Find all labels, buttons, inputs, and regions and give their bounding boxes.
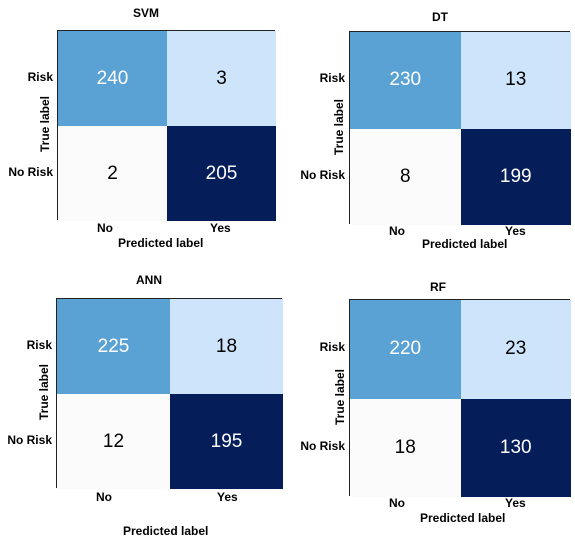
y-axis-label-svm: True label: [38, 95, 52, 153]
cell-ann-r0-c1: 18: [170, 299, 283, 394]
row-label-svm-0: Risk: [27, 69, 53, 84]
cell-dt-r1-c1: 199: [460, 128, 571, 225]
col-label-rf-1: Yes: [505, 496, 526, 510]
chart-title-ann: ANN: [136, 273, 162, 287]
x-axis-label-rf: Predicted label: [420, 511, 506, 525]
x-axis-label-svm: Predicted label: [118, 236, 204, 250]
x-axis-label-dt: Predicted label: [422, 237, 508, 251]
col-label-rf-0: No: [389, 496, 405, 510]
row-label-rf-1: No Risk: [300, 438, 345, 453]
chart-title-svm: SVM: [132, 6, 159, 20]
cell-rf-r1-c1: 130: [460, 398, 571, 497]
col-label-dt-0: No: [389, 224, 405, 238]
chart-title-rf: RF: [430, 280, 446, 294]
cell-ann-r1-c0: 12: [57, 394, 170, 489]
col-label-svm-0: No: [97, 221, 113, 235]
col-label-dt-1: Yes: [505, 224, 526, 238]
col-label-ann-0: No: [96, 490, 112, 504]
cell-ann-r0-c0: 225: [57, 299, 170, 394]
cell-svm-r0-c1: 3: [167, 31, 276, 126]
row-label-rf-0: Risk: [319, 340, 345, 355]
y-axis-label-ann: True label: [37, 363, 51, 421]
cell-rf-r0-c1: 23: [460, 300, 571, 399]
confusion-matrix-svm: 240 3 2 205: [57, 30, 276, 221]
y-axis-label-rf: True label: [333, 368, 347, 425]
cell-ann-r1-c1: 195: [170, 394, 283, 489]
row-label-dt-0: Risk: [319, 71, 345, 86]
row-label-ann-0: Risk: [26, 337, 52, 352]
y-axis-label-dt: True label: [332, 98, 346, 155]
cell-dt-r0-c0: 230: [350, 32, 461, 129]
row-label-svm-1: No Risk: [8, 164, 53, 179]
confusion-matrix-dt: 230 13 8 199: [349, 31, 571, 225]
confusion-matrix-ann: 225 18 12 195: [56, 298, 283, 489]
cell-dt-r0-c1: 13: [460, 32, 571, 129]
cell-dt-r1-c0: 8: [350, 128, 461, 225]
x-axis-label-ann: Predicted label: [123, 524, 209, 538]
col-label-ann-1: Yes: [217, 490, 238, 504]
cell-rf-r1-c0: 18: [350, 398, 461, 497]
cell-svm-r1-c1: 205: [167, 126, 276, 221]
chart-title-dt: DT: [432, 10, 448, 24]
cell-svm-r0-c0: 240: [58, 31, 167, 126]
row-label-ann-1: No Risk: [7, 432, 52, 447]
cell-svm-r1-c0: 2: [58, 126, 167, 221]
cell-rf-r0-c0: 220: [350, 300, 461, 399]
col-label-svm-1: Yes: [210, 221, 231, 235]
confusion-matrix-rf: 220 23 18 130: [349, 299, 571, 497]
row-label-dt-1: No Risk: [300, 167, 345, 182]
